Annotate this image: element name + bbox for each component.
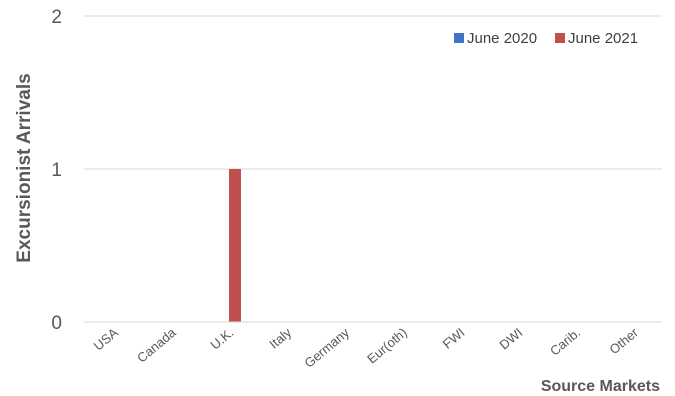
x-tick-label-germany: Germany: [301, 324, 352, 370]
bar-series: [229, 169, 241, 322]
bar-june-2021-uk: [229, 169, 241, 322]
x-tick-label-euroth: Eur(oth): [364, 325, 410, 367]
gridlines: [84, 15, 662, 170]
x-tick-label-fwi: FWI: [440, 325, 468, 352]
x-tick-label-canada: Canada: [134, 324, 179, 365]
y-tick-label-2: 2: [51, 7, 62, 28]
legend: June 2020 June 2021: [454, 30, 638, 47]
legend-swatch-june-2021: [555, 33, 565, 43]
y-axis-tick-labels: 0 1 2: [51, 7, 62, 334]
x-tick-label-italy: Italy: [266, 324, 294, 351]
x-tick-label-carib: Carib.: [547, 325, 583, 359]
legend-label-june-2021: June 2021: [568, 30, 638, 47]
x-tick-label-uk: U.K.: [207, 325, 236, 353]
x-tick-label-other: Other: [606, 324, 641, 357]
x-tick-label-dwi: DWI: [496, 325, 525, 353]
x-tick-label-usa: USA: [91, 325, 121, 354]
x-axis-category-labels: USA Canada U.K. Italy Germany Eur(oth) FWI DWI C…: [91, 324, 642, 370]
y-tick-label-0: 0: [51, 313, 62, 334]
legend-swatch-june-2020: [454, 33, 464, 43]
y-axis-title: Excursionist Arrivals: [14, 73, 35, 262]
legend-label-june-2020: June 2020: [467, 30, 537, 47]
x-axis-title: Source Markets: [541, 378, 660, 395]
y-tick-label-1: 1: [51, 160, 62, 181]
